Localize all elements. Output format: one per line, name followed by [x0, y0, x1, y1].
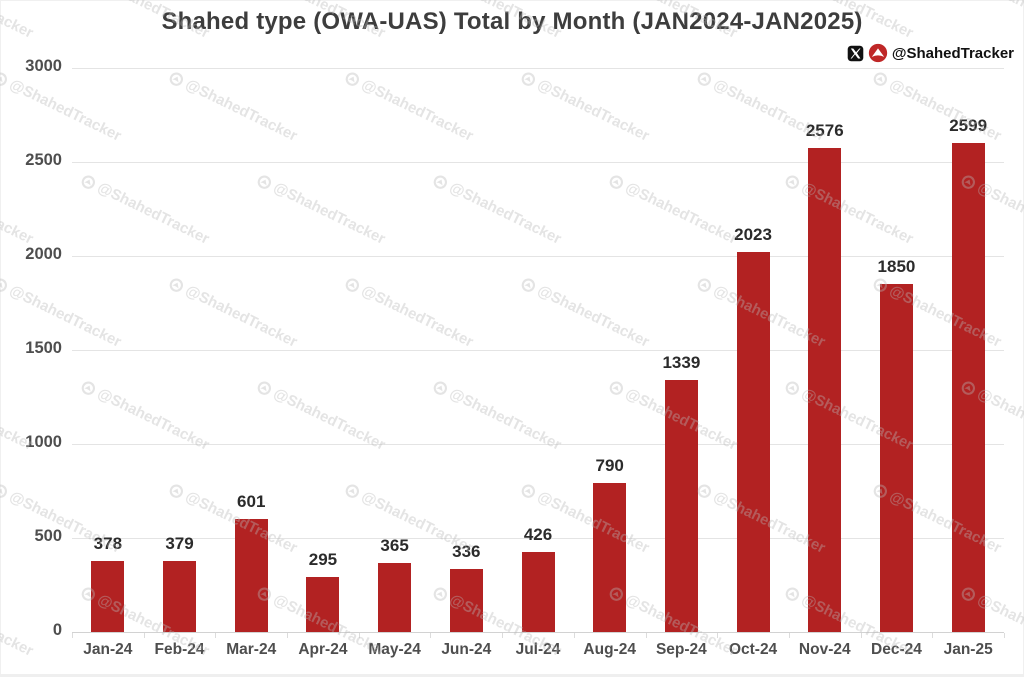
x-axis-tick: [502, 633, 504, 638]
bar-May-24: [378, 563, 412, 632]
x-axis-label-May-24: May-24: [368, 641, 421, 658]
bar-Jul-24: [521, 552, 555, 632]
bar-Jun-24: [449, 569, 483, 632]
bar-Feb-24: [163, 561, 197, 632]
y-axis-label-1500: 1500: [25, 339, 62, 357]
x-axis-label-Dec-24: Dec-24: [871, 641, 922, 658]
x-axis-label-Jan-25: Jan-25: [943, 641, 993, 658]
x-axis-label-Jun-24: Jun-24: [441, 641, 492, 658]
x-axis-label-Aug-24: Aug-24: [583, 641, 636, 658]
bar-value-Aug-24: 790: [595, 456, 624, 475]
x-axis-label-Jan-24: Jan-24: [83, 641, 133, 658]
bar-Jan-24: [91, 561, 125, 632]
bar-Oct-24: [736, 252, 770, 632]
bottom-edge-strip: [0, 674, 1024, 677]
x-axis-label-Feb-24: Feb-24: [154, 641, 205, 658]
attribution-handle: @ShahedTracker: [891, 44, 1014, 62]
x-axis-tick: [788, 633, 790, 638]
x-axis-tick: [645, 633, 647, 638]
y-axis-label-1000: 1000: [25, 433, 62, 451]
x-axis-label-Oct-24: Oct-24: [728, 641, 778, 658]
gridline-2000: [72, 256, 1004, 257]
x-axis-tick: [143, 633, 145, 638]
x-axis-label-Apr-24: Apr-24: [298, 641, 348, 658]
x-axis-tick: [1004, 633, 1005, 638]
x-axis-tick: [358, 633, 360, 638]
gridline-3000: [72, 68, 1004, 69]
bar-value-Sep-24: 1339: [662, 353, 701, 372]
x-axis-label-Jul-24: Jul-24: [515, 641, 561, 658]
bar-value-Jan-24: 378: [93, 534, 123, 553]
y-axis-label-2000: 2000: [25, 245, 62, 263]
attribution: @ShahedTracker: [847, 42, 1014, 64]
bar-value-Jun-24: 336: [452, 542, 481, 561]
x-axis-tick: [573, 633, 575, 638]
bar-Aug-24: [593, 483, 627, 632]
gridline-2500: [72, 162, 1004, 163]
x-twitter-icon: [847, 45, 864, 62]
gridline-1000: [72, 444, 1004, 445]
gridline-0: [72, 632, 1004, 633]
bar-Sep-24: [664, 380, 698, 632]
y-axis-label-0: 0: [52, 621, 62, 639]
shahedtracker-logo-icon: [868, 43, 888, 63]
bar-value-Jul-24: 426: [523, 525, 553, 544]
bar-value-Nov-24: 2576: [805, 121, 844, 140]
x-axis-label-Nov-24: Nov-24: [798, 641, 851, 658]
x-axis-tick: [717, 633, 719, 638]
bar-value-Oct-24: 2023: [734, 225, 772, 244]
chart-title: Shahed type (OWA-UAS) Total by Month (JA…: [161, 8, 863, 35]
bar-Nov-24: [808, 148, 842, 632]
x-axis-label-Sep-24: Sep-24: [655, 641, 707, 658]
bar-Jan-25: [951, 143, 985, 632]
bar-value-Dec-24: 1850: [877, 257, 916, 276]
x-axis-tick: [932, 633, 934, 638]
gridline-1500: [72, 350, 1004, 351]
y-axis-label-3000: 3000: [25, 57, 62, 75]
x-axis-tick: [215, 633, 217, 638]
bar-value-Apr-24: 295: [308, 550, 338, 569]
bar-value-May-24: 365: [380, 536, 409, 555]
bar-Dec-24: [879, 284, 913, 632]
x-axis-label-Mar-24: Mar-24: [226, 641, 277, 658]
bar-value-Mar-24: 601: [237, 492, 266, 511]
bar-Apr-24: [306, 577, 340, 632]
y-axis-label-500: 500: [34, 527, 62, 545]
x-axis-tick: [287, 633, 289, 638]
bar-Mar-24: [234, 519, 268, 632]
gridline-500: [72, 538, 1004, 539]
x-axis-tick: [430, 633, 432, 638]
bar-value-Feb-24: 379: [165, 534, 194, 553]
x-axis-tick: [72, 633, 73, 638]
bar-value-Jan-25: 2599: [949, 116, 988, 135]
y-axis-label-2500: 2500: [25, 151, 62, 169]
x-axis-tick: [860, 633, 862, 638]
